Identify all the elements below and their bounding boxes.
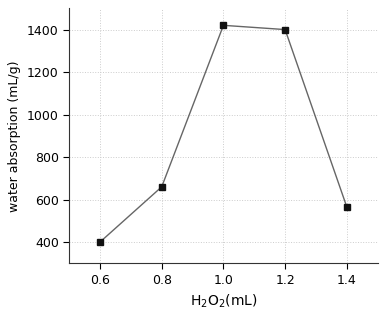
Y-axis label: water absorption (mL/g): water absorption (mL/g)	[8, 60, 21, 211]
X-axis label: H$_2$O$_2$(mL): H$_2$O$_2$(mL)	[190, 292, 257, 310]
